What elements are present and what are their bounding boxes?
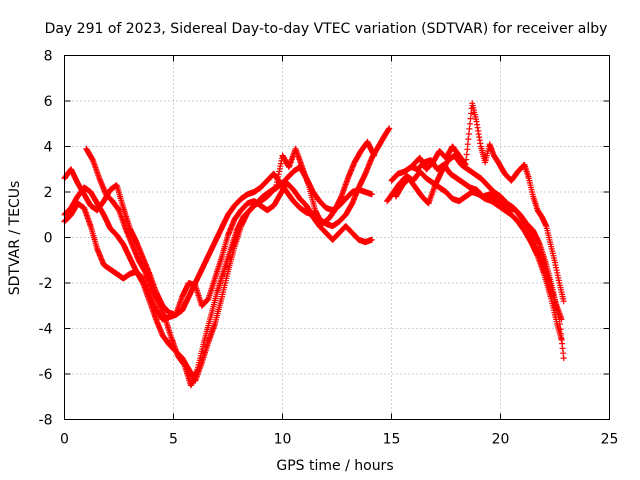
series-track-8: [410, 100, 567, 305]
y-tick-label: -2: [39, 276, 53, 292]
y-tick-label: 6: [44, 94, 53, 110]
axis-ticks: 0 5 10 15 20 25 -8 -6 -4 -2 0 2 4 6 8: [39, 49, 619, 448]
data-point-markers: [83, 138, 378, 389]
data-point-markers: [61, 125, 393, 323]
x-tick-label: 25: [601, 432, 619, 448]
data-point-markers: [61, 166, 375, 318]
series-track-4: [83, 138, 378, 389]
x-tick-label: 0: [60, 432, 69, 448]
series-track-1: [61, 125, 393, 323]
y-tick-label: 8: [44, 49, 53, 65]
x-tick-label: 20: [492, 432, 510, 448]
plot-frame: [64, 55, 610, 420]
x-tick-label: 15: [383, 432, 401, 448]
y-tick-label: 2: [44, 185, 53, 201]
y-tick-label: -6: [39, 367, 53, 383]
y-tick-label: -8: [39, 413, 53, 429]
data-point-markers: [392, 152, 567, 362]
x-axis-label: GPS time / hours: [276, 458, 393, 474]
y-tick-label: 0: [44, 231, 53, 247]
y-axis-label: SDTVAR / TECUs: [7, 181, 23, 296]
chart-title: Day 291 of 2023, Sidereal Day-to-day VTE…: [45, 21, 608, 37]
series-track-7: [392, 152, 567, 362]
x-tick-label: 10: [274, 432, 292, 448]
data-points: [61, 100, 567, 389]
series-track-3: [61, 166, 375, 318]
x-tick-label: 5: [169, 432, 178, 448]
y-tick-label: -4: [39, 322, 53, 338]
data-point-markers: [410, 100, 567, 305]
y-tick-label: 4: [44, 140, 53, 156]
